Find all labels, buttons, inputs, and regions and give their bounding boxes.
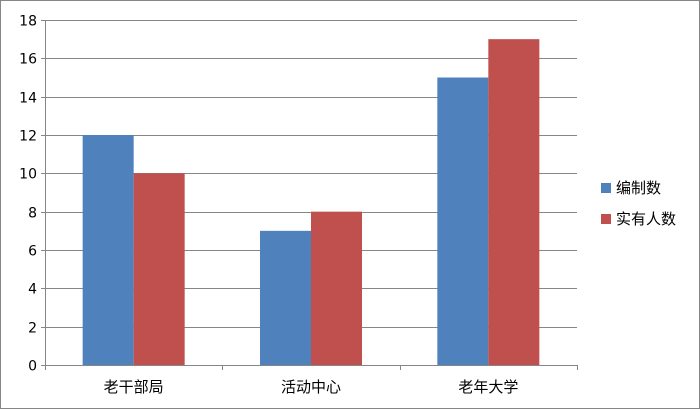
x-tick-labels: 老干部局 活动中心 老年大学 [104, 378, 519, 396]
y-tick-label: 6 [28, 244, 37, 260]
axes [41, 20, 578, 370]
y-tick-label: 0 [28, 359, 37, 375]
bar-编制数-活动中心 [260, 230, 311, 365]
y-tick-label: 14 [19, 91, 37, 107]
y-tick-label: 18 [19, 14, 37, 30]
y-tick-label: 12 [19, 129, 37, 145]
bar-编制数-老年大学 [437, 77, 489, 365]
y-tick-label: 4 [28, 282, 37, 298]
bar-实有人数-老干部局 [133, 173, 185, 365]
legend-swatch [601, 183, 611, 193]
legend-label: 实有人数 [616, 210, 676, 228]
y-tick-label: 8 [28, 206, 37, 222]
y-tick-label: 16 [19, 52, 37, 68]
x-tick-label: 活动中心 [281, 378, 341, 396]
x-tick-label: 老年大学 [458, 378, 518, 396]
y-tick-label: 10 [19, 167, 37, 183]
bar-实有人数-老年大学 [488, 39, 540, 366]
y-tick-labels: 0 2 4 6 8 10 12 14 16 18 [19, 14, 37, 375]
bar-编制数-老干部局 [82, 135, 134, 365]
legend-label: 编制数 [616, 179, 661, 197]
x-tick-label: 老干部局 [104, 378, 164, 396]
bars [82, 39, 540, 366]
bar-实有人数-活动中心 [311, 211, 362, 365]
y-tick-label: 2 [28, 321, 37, 337]
legend-swatch [601, 214, 611, 224]
